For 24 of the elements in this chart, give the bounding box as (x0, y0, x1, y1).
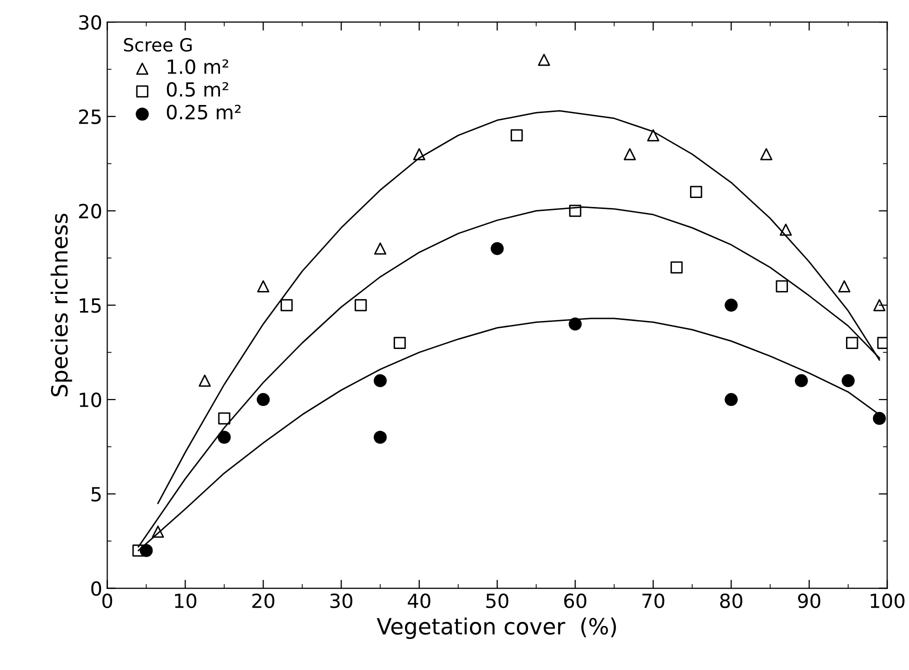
y-tick-label: 10 (80, 392, 102, 408)
legend-label: 0.5 m² (166, 82, 228, 97)
legend-label: 1.0 m² (168, 59, 228, 74)
legend-title: Scree G (124, 38, 192, 52)
x-tick-label: 70 (642, 593, 664, 608)
x-tick-label: 100 (870, 593, 904, 608)
y-tick-label: 15 (80, 298, 101, 313)
x-tick-label: 20 (252, 593, 274, 608)
y-axis-title: Species richness (50, 214, 72, 396)
y-tick-label: 5 (92, 487, 101, 502)
x-tick-label: 10 (175, 593, 196, 608)
x-tick-label: 50 (486, 593, 508, 608)
x-tick-label: 30 (330, 593, 352, 608)
y-tick-label: 25 (79, 109, 101, 124)
y-tick-label: 0 (91, 581, 102, 596)
x-tick-label: 0 (102, 593, 112, 608)
x-axis-title: Vegetation cover (%) (376, 617, 616, 639)
y-tick-label: 30 (79, 15, 102, 30)
x-tick-label: 80 (720, 593, 742, 608)
x-tick-label: 60 (564, 593, 586, 608)
x-tick-label: 90 (798, 593, 820, 608)
legend-label: 0.25 m² (166, 104, 241, 120)
y-tick-label: 20 (79, 204, 102, 218)
x-tick-label: 40 (408, 593, 430, 608)
